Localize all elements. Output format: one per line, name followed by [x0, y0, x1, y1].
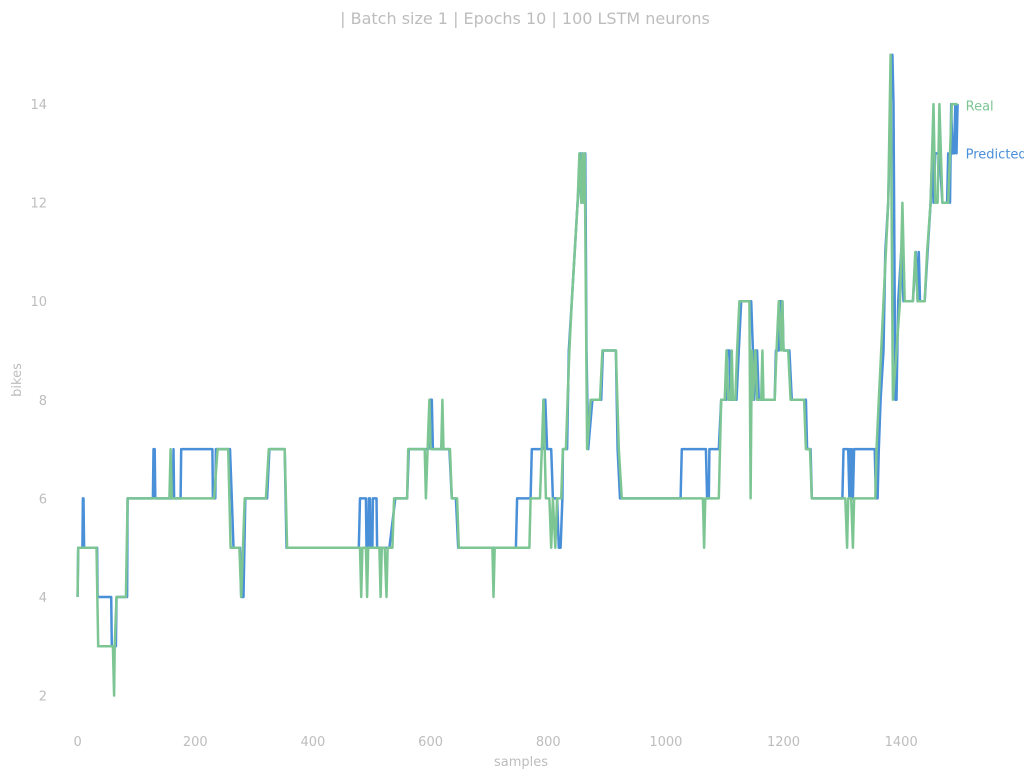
- x-tick-label: 0: [74, 735, 82, 750]
- series-labels: Predicted Real: [966, 99, 1024, 162]
- series-line-predicted: [76, 53, 959, 648]
- y-tick-label: 8: [39, 394, 47, 409]
- x-tick-label: 1200: [767, 735, 800, 750]
- y-tick-label: 10: [30, 295, 47, 310]
- x-tick-label: 200: [183, 735, 208, 750]
- series-line-real: [76, 53, 958, 697]
- series-label-real: Real: [966, 99, 994, 114]
- series-label-predicted: Predicted: [966, 147, 1024, 162]
- y-tick-label: 4: [39, 591, 47, 606]
- x-tick-label: 1000: [649, 735, 682, 750]
- y-tick-label: 12: [30, 197, 47, 212]
- x-axis-ticks: 0 200 400 600 800 1000 1200 1400: [74, 735, 918, 750]
- x-tick-label: 400: [301, 735, 326, 750]
- chart-title: | Batch size 1 | Epochs 10 | 100 LSTM ne…: [340, 9, 710, 28]
- x-tick-label: 1400: [885, 735, 918, 750]
- x-axis-label: samples: [494, 755, 548, 770]
- y-axis-ticks: 2 4 6 8 10 12 14: [30, 98, 47, 704]
- x-tick-label: 600: [418, 735, 443, 750]
- x-tick-label: 800: [536, 735, 561, 750]
- y-axis-label: bikes: [10, 363, 25, 397]
- series-lines: [76, 53, 959, 697]
- y-tick-label: 2: [39, 690, 47, 705]
- y-tick-label: 6: [39, 492, 47, 507]
- y-tick-label: 14: [30, 98, 47, 113]
